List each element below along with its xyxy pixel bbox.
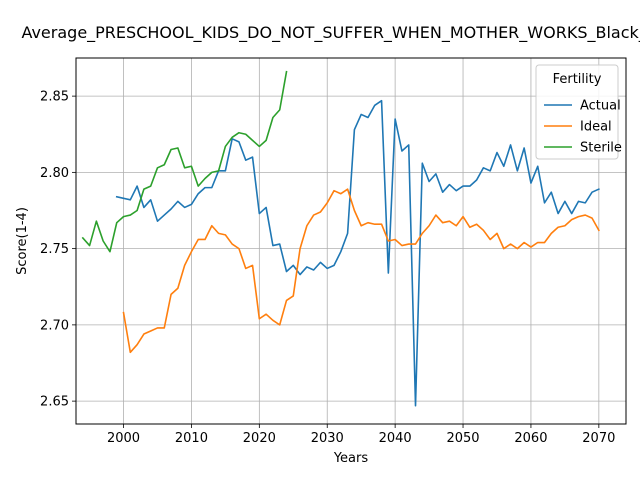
x-tick-label: 2020 [243,431,276,446]
legend: Fertility Actual Ideal Sterile [535,64,622,160]
x-tick-label: 2010 [175,431,208,446]
x-tick-label: 2030 [311,431,344,446]
legend-box [535,64,619,160]
x-tick-label: 2000 [107,431,140,446]
x-tick-label: 2060 [514,431,547,446]
y-axis: 2.65 2.70 2.75 2.80 2.85 [40,90,76,410]
x-axis: 2000 2010 2020 2030 2040 2050 2060 2070 [107,424,615,446]
x-tick-label: 2070 [582,431,615,446]
legend-label-sterile: Sterile [580,141,622,156]
x-tick-label: 2050 [446,431,479,446]
series-line-ideal [122,188,600,354]
chart-title: Average_PRESCHOOL_KIDS_DO_NOT_SUFFER_WHE… [21,23,640,43]
series-line-sterile [81,70,288,253]
legend-label-ideal: Ideal [580,120,612,135]
plot-frame [75,57,627,425]
series-line-actual [115,99,600,407]
legend-title: Fertility [553,72,602,87]
y-tick-label: 2.65 [40,395,69,410]
y-tick-label: 2.80 [40,166,69,181]
y-tick-label: 2.70 [40,318,69,333]
x-axis-title: Years [333,451,369,466]
legend-label-actual: Actual [580,99,621,114]
x-tick-label: 2040 [379,431,412,446]
series-group [81,70,600,407]
y-tick-label: 2.75 [40,242,69,257]
y-axis-title: Score(1-4) [15,207,30,275]
y-tick-label: 2.85 [40,90,69,105]
